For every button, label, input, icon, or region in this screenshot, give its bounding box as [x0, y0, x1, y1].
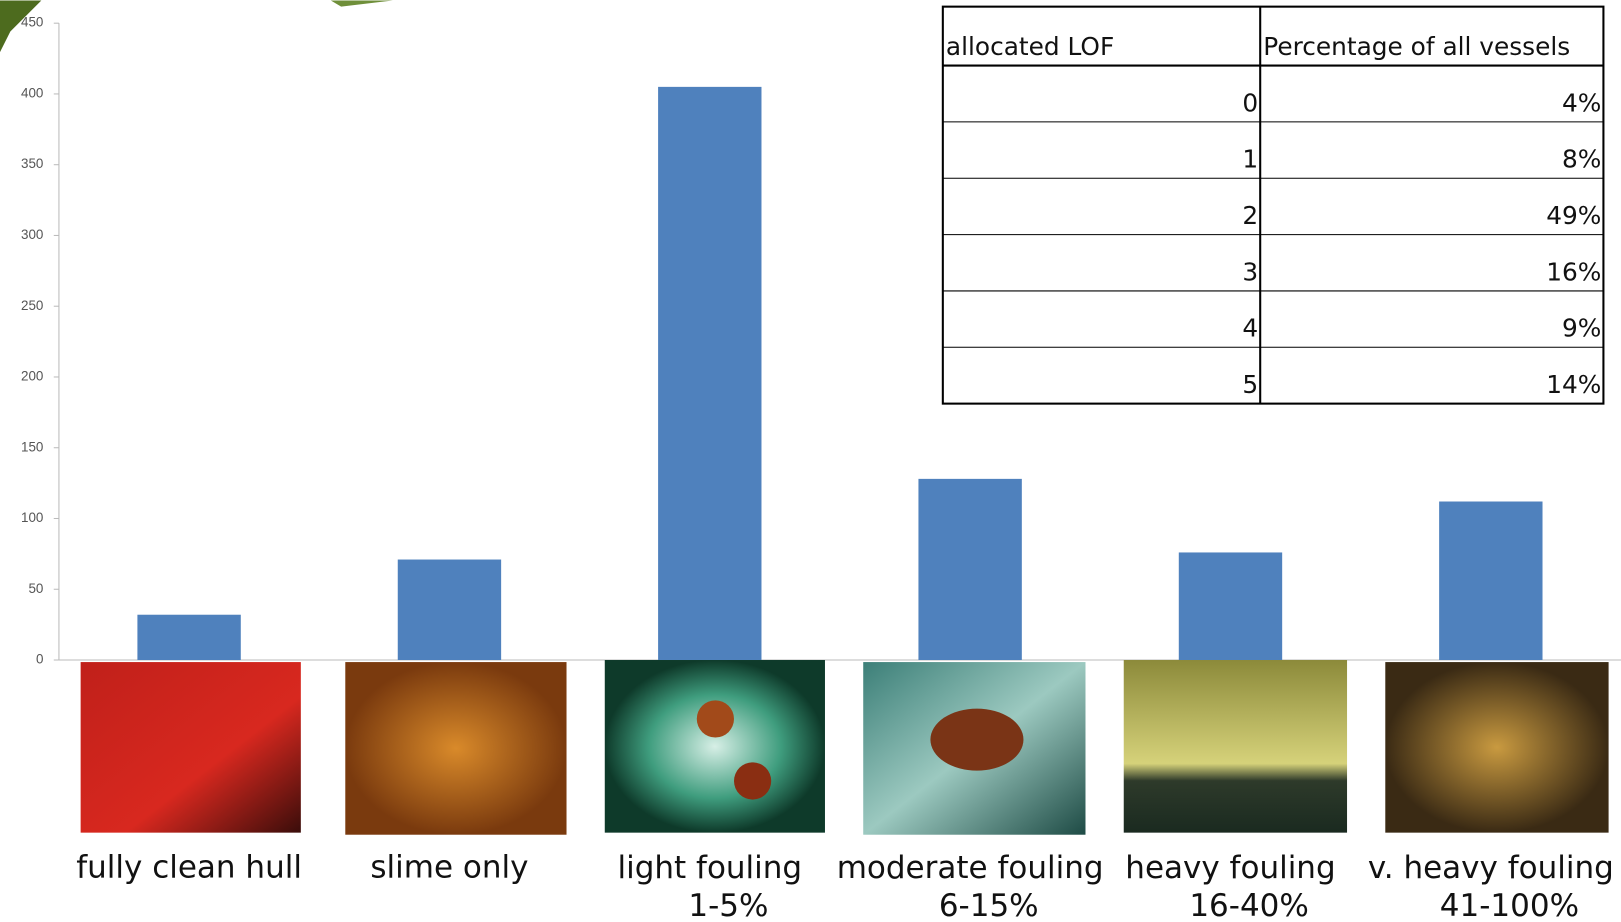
- photo: [80, 662, 301, 833]
- y-tick-label: 250: [21, 298, 43, 313]
- table-header: allocated LOF: [946, 32, 1114, 61]
- decoration: [0, 0, 42, 53]
- bar: [397, 559, 502, 661]
- y-tick-label: 50: [28, 581, 43, 596]
- table-cell: 16%: [1546, 257, 1601, 286]
- photo: [1123, 660, 1348, 833]
- bar: [137, 614, 241, 661]
- x-tick-label: fully clean hull: [76, 849, 302, 885]
- photo: [345, 662, 567, 835]
- x-tick-label: heavy fouling 16-40%: [1125, 849, 1335, 922]
- photo: [1385, 662, 1609, 833]
- bar: [1439, 501, 1543, 661]
- table-cell: 8%: [1562, 145, 1601, 174]
- y-tick-label: 450: [21, 15, 43, 30]
- table-cell: 49%: [1546, 201, 1601, 230]
- table-cell: 14%: [1546, 370, 1601, 399]
- photo: [604, 660, 825, 833]
- table-cell: 4: [1242, 314, 1258, 343]
- y-tick-label: 0: [36, 652, 43, 667]
- y-tick-label: 100: [21, 510, 43, 525]
- bar: [918, 478, 1022, 661]
- decoration: [330, 0, 393, 7]
- table-cell: 3: [1242, 257, 1258, 286]
- photo-detail: [733, 762, 772, 800]
- table-header: Percentage of all vessels: [1263, 32, 1570, 61]
- y-tick-label: 350: [21, 156, 43, 171]
- x-tick-label: v. heavy fouling 41-100%: [1368, 849, 1614, 922]
- x-tick-label: light fouling 1-5%: [617, 849, 802, 922]
- table-cell: 2: [1242, 201, 1258, 230]
- table-cell: 4%: [1562, 88, 1601, 117]
- bar: [1178, 552, 1283, 661]
- table-cell: 1: [1242, 145, 1258, 174]
- table-cell: 9%: [1562, 314, 1601, 343]
- x-tick-label: moderate fouling 6-15%: [837, 849, 1104, 922]
- y-tick-label: 300: [21, 227, 43, 242]
- bar: [658, 86, 762, 661]
- photo-detail: [696, 700, 734, 738]
- table-cell: 5: [1242, 370, 1258, 399]
- photo-detail: [930, 708, 1024, 771]
- table-border: [941, 5, 1605, 405]
- table-cell: 0: [1242, 88, 1258, 117]
- y-tick-label: 150: [21, 439, 43, 454]
- x-tick-label: slime only: [370, 849, 528, 885]
- y-tick-label: 200: [21, 369, 43, 384]
- y-tick-label: 400: [21, 85, 43, 100]
- photos: [80, 660, 1609, 835]
